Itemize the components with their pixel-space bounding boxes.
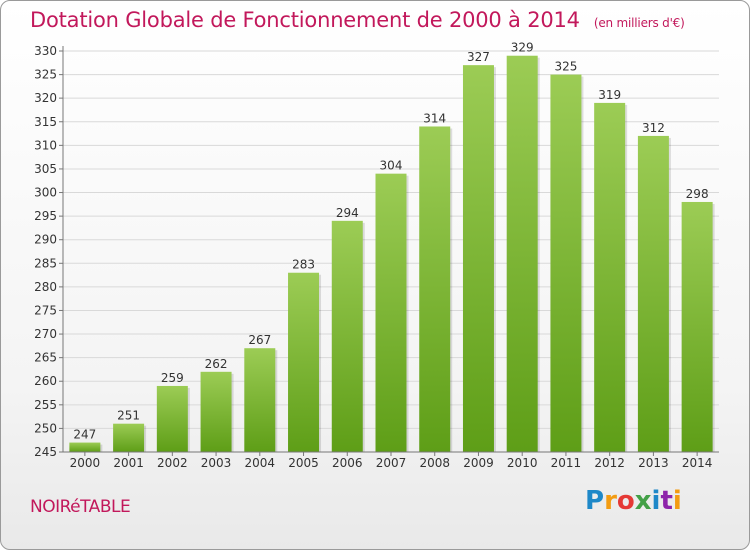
y-tick-label: 285 xyxy=(34,256,57,270)
x-tick-label: 2003 xyxy=(201,456,232,470)
bar xyxy=(594,102,626,453)
bar xyxy=(637,135,669,452)
y-tick-label: 255 xyxy=(34,398,57,412)
x-tick-label: 2002 xyxy=(157,456,188,470)
y-tick-label: 245 xyxy=(34,445,57,459)
bar-value-label: 283 xyxy=(292,258,315,272)
bar-value-label: 312 xyxy=(642,121,665,135)
bar xyxy=(200,371,232,452)
bar xyxy=(375,173,407,453)
y-tick-label: 300 xyxy=(34,186,57,200)
y-tick-label: 325 xyxy=(34,68,57,82)
x-tick-label: 2011 xyxy=(551,456,582,470)
x-tick-label: 2009 xyxy=(463,456,494,470)
logo-letter: x xyxy=(634,486,652,516)
bar xyxy=(288,272,320,452)
bar xyxy=(244,348,276,452)
y-tick-label: 290 xyxy=(34,233,57,247)
x-tick-label: 2007 xyxy=(376,456,407,470)
bar xyxy=(681,201,713,452)
x-tick-label: 2001 xyxy=(113,456,144,470)
x-tick-label: 2000 xyxy=(70,456,101,470)
y-tick-label: 315 xyxy=(34,115,57,129)
logo-letter: i xyxy=(672,486,682,516)
chart-title-text: Dotation Globale de Fonctionnement de 20… xyxy=(30,8,580,32)
bar-value-label: 314 xyxy=(423,111,446,125)
logo-letter: i xyxy=(651,486,661,516)
bar xyxy=(462,65,494,452)
proxiti-logo: Proxiti xyxy=(585,486,682,516)
chart-title: Dotation Globale de Fonctionnement de 20… xyxy=(30,8,685,32)
logo-letter: o xyxy=(616,486,635,516)
bar-value-label: 329 xyxy=(511,41,534,55)
bars: 247 251 259 262 267 283 294 304 314 327 329 325 319 3… xyxy=(69,41,715,453)
bar-value-label: 262 xyxy=(205,357,228,371)
x-tick-label: 2004 xyxy=(245,456,276,470)
bar xyxy=(419,126,451,452)
bar xyxy=(156,385,188,452)
x-tick-label: 2006 xyxy=(332,456,363,470)
logo-letter: t xyxy=(660,486,673,516)
y-tick-label: 270 xyxy=(34,327,57,341)
y-tick-label: 265 xyxy=(34,351,57,365)
bar-value-label: 267 xyxy=(248,333,271,347)
x-tick-label: 2008 xyxy=(419,456,450,470)
logo-letter: P xyxy=(585,486,605,516)
bar xyxy=(550,74,582,453)
bar-value-label: 251 xyxy=(117,409,140,423)
y-tick-label: 260 xyxy=(34,374,57,388)
chart-subtitle: (en milliers d'€) xyxy=(593,16,685,30)
bar-value-label: 259 xyxy=(161,371,184,385)
bar-value-label: 294 xyxy=(336,206,359,220)
bar-value-label: 247 xyxy=(73,428,96,442)
x-axis: 2000 2001 2002 2003 2004 2005 2006 2007 2008 2009… xyxy=(63,451,719,470)
y-tick-label: 305 xyxy=(34,162,57,176)
logo-letter: r xyxy=(604,486,617,516)
y-tick-label: 250 xyxy=(34,421,57,435)
bar xyxy=(331,220,363,452)
x-tick-label: 2005 xyxy=(288,456,319,470)
bar-value-label: 319 xyxy=(598,88,621,102)
x-tick-label: 2010 xyxy=(507,456,538,470)
y-tick-label: 280 xyxy=(34,280,57,294)
bar xyxy=(69,442,101,452)
y-axis: 245 250 255 260 265 270 275 280 285 290 295 300 305 3… xyxy=(34,44,64,459)
bar-value-label: 298 xyxy=(686,187,709,201)
bar-value-label: 304 xyxy=(380,159,403,173)
bar xyxy=(506,55,538,452)
x-tick-label: 2014 xyxy=(682,456,713,470)
x-tick-label: 2013 xyxy=(638,456,669,470)
bar-value-label: 327 xyxy=(467,50,490,64)
bar xyxy=(113,423,145,452)
x-tick-label: 2012 xyxy=(594,456,625,470)
town-name: NOIRéTABLE xyxy=(30,497,131,517)
y-tick-label: 275 xyxy=(34,303,57,317)
bar-value-label: 325 xyxy=(554,60,577,74)
y-tick-label: 295 xyxy=(34,209,57,223)
y-tick-label: 320 xyxy=(34,91,57,105)
y-tick-label: 310 xyxy=(34,138,57,152)
y-tick-label: 330 xyxy=(34,44,57,58)
